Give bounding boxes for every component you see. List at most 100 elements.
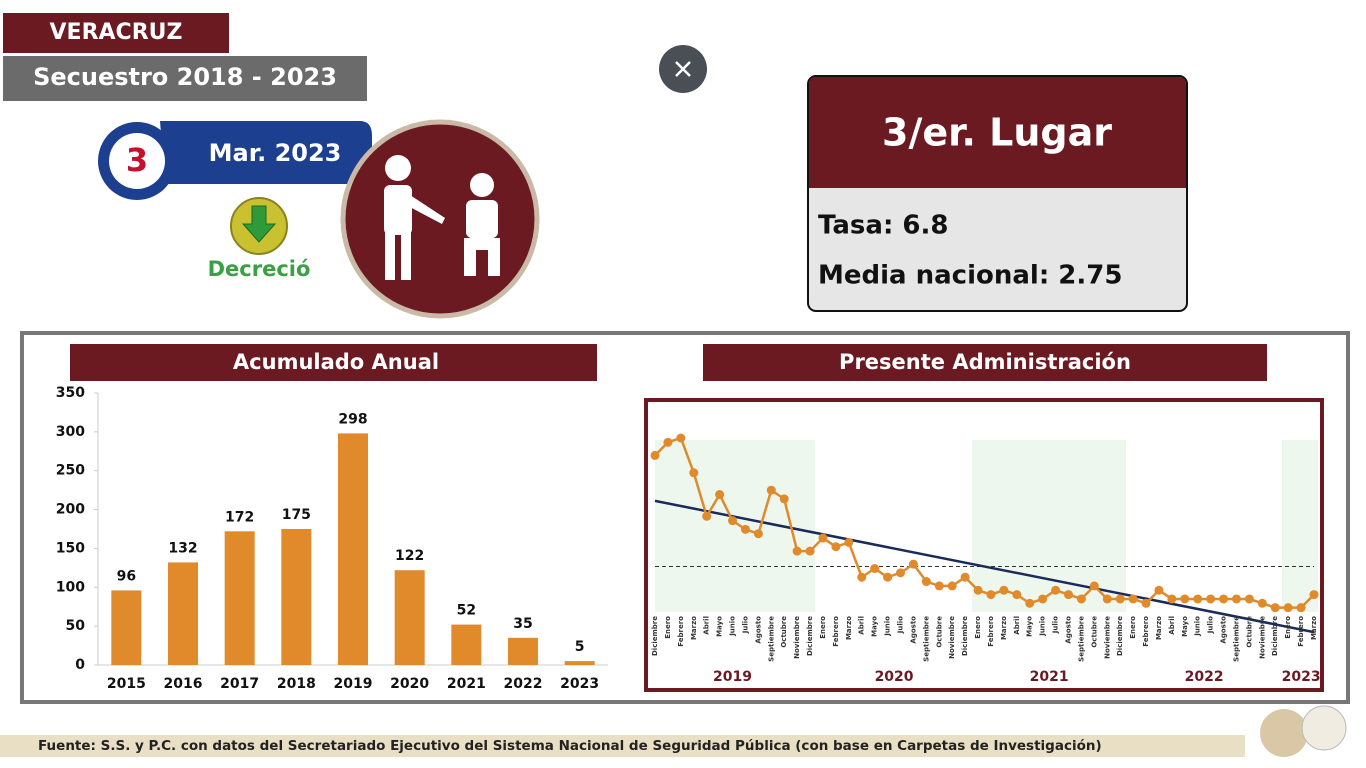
point <box>792 546 802 556</box>
value-label: 35 <box>513 616 532 632</box>
point <box>805 546 815 556</box>
point <box>1115 594 1125 604</box>
year-label: 2021 <box>1030 669 1069 685</box>
value-label: 175 <box>282 507 311 523</box>
bar <box>451 624 482 665</box>
y-tick-label: 150 <box>56 540 85 556</box>
x-tick-label: Mayo <box>716 616 724 637</box>
point <box>1180 594 1190 604</box>
x-tick-label: Diciembre <box>806 616 814 656</box>
date-pill <box>160 121 372 184</box>
point <box>702 511 712 521</box>
point <box>870 564 880 573</box>
icon-figures <box>384 155 500 280</box>
point <box>973 585 983 595</box>
trend-line <box>654 499 1315 634</box>
y-tick-label: 300 <box>56 424 85 440</box>
point <box>1309 590 1319 600</box>
x-tick-label: 2023 <box>560 676 599 692</box>
region-banner <box>3 13 229 53</box>
x-tick-label: Octubre <box>780 616 788 648</box>
point <box>1167 594 1177 604</box>
x-tick-label: Enero <box>1284 616 1292 639</box>
bar <box>224 531 255 665</box>
point <box>663 437 673 447</box>
point <box>1154 585 1164 595</box>
x-tick-label: Diciembre <box>961 616 969 656</box>
y-tick-label: 200 <box>56 502 85 518</box>
point <box>908 559 918 569</box>
y-tick-label: 250 <box>56 463 85 479</box>
point <box>779 494 789 504</box>
x-tick-label: 2018 <box>277 676 316 692</box>
x-tick-label: Abril <box>858 616 866 635</box>
year-shade <box>972 440 1126 612</box>
point <box>676 433 686 443</box>
x-tick-label: Marzo <box>1310 616 1318 640</box>
point <box>1025 598 1035 608</box>
x-tick-label: Octubre <box>1090 616 1098 648</box>
point <box>947 581 957 591</box>
year-label: 2019 <box>713 669 752 685</box>
bar <box>338 433 368 665</box>
footer: Fuente: S.S. y P.C. con datos del Secret… <box>38 738 1102 754</box>
line-title-banner <box>703 344 1267 381</box>
point <box>1231 594 1241 604</box>
x-tick-label: Noviembre <box>1103 616 1111 659</box>
point <box>1128 594 1138 604</box>
point <box>1283 603 1293 613</box>
rank: 3 <box>126 141 148 179</box>
point <box>715 490 725 500</box>
point <box>896 568 906 578</box>
bar <box>111 590 142 665</box>
x-tick-label: Enero <box>819 616 827 639</box>
logo-seal <box>1301 705 1347 751</box>
x-tick-label: Octubre <box>935 616 943 648</box>
point <box>1193 594 1203 604</box>
ranking-title: 3/er. Lugar <box>882 111 1112 155</box>
point <box>1051 585 1061 595</box>
point <box>818 533 828 543</box>
date: Mar. 2023 <box>209 139 342 167</box>
x-tick-label: Julio <box>1052 616 1060 634</box>
region: VERACRUZ <box>50 20 183 45</box>
point <box>1270 603 1280 613</box>
point <box>960 572 970 582</box>
line-title: Presente Administración <box>839 350 1131 374</box>
point <box>1102 594 1112 604</box>
year-shade <box>1282 440 1318 612</box>
x-tick-label: Mayo <box>1181 616 1189 637</box>
point <box>1206 594 1216 604</box>
year-shade <box>655 440 815 612</box>
series-line <box>654 436 1315 609</box>
point <box>740 524 750 534</box>
x-tick-label: Agosto <box>754 616 762 644</box>
x-tick-label: Febrero <box>1142 616 1150 647</box>
x-tick-label: Abril <box>703 616 711 635</box>
y-tick-label: 0 <box>75 657 85 673</box>
x-tick-label: Octubre <box>1245 616 1253 648</box>
value-label: 132 <box>168 540 197 556</box>
x-tick-label: 2017 <box>220 676 259 692</box>
bar-title: Acumulado Anual <box>233 350 439 374</box>
point <box>844 537 854 547</box>
x-tick-label: Marzo <box>845 616 853 640</box>
point <box>1296 603 1306 613</box>
bar <box>508 637 538 665</box>
point <box>1219 594 1229 604</box>
point <box>934 581 944 591</box>
point <box>999 585 1009 595</box>
x-tick-label: 2020 <box>390 676 429 692</box>
point <box>1063 590 1073 600</box>
value-label: 172 <box>225 509 254 525</box>
x-tick-label: Enero <box>974 616 982 639</box>
logo <box>1260 709 1308 757</box>
trend: Decreció <box>208 257 311 281</box>
x-tick-label: 2019 <box>334 676 373 692</box>
x-tick-label: Noviembre <box>948 616 956 659</box>
x-tick-label: Marzo <box>1155 616 1163 640</box>
down-arrow <box>241 205 277 243</box>
x-tick-label: Enero <box>1129 616 1137 639</box>
point <box>831 542 841 552</box>
